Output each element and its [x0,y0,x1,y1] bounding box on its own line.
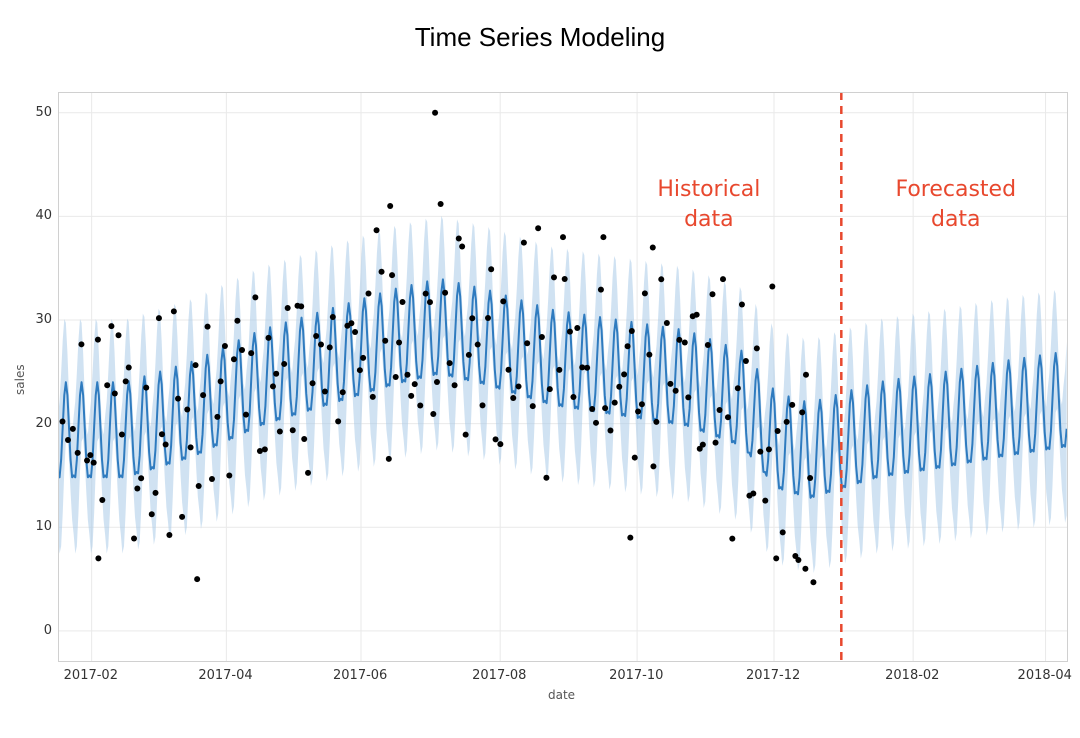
page: Time Series Modeling sales date 01020304… [0,0,1080,738]
annotation-text: Historical data [639,175,779,234]
annotation-text: Forecasted data [886,175,1026,234]
annotation-layer: Historical data Forecasted data [0,0,1080,738]
